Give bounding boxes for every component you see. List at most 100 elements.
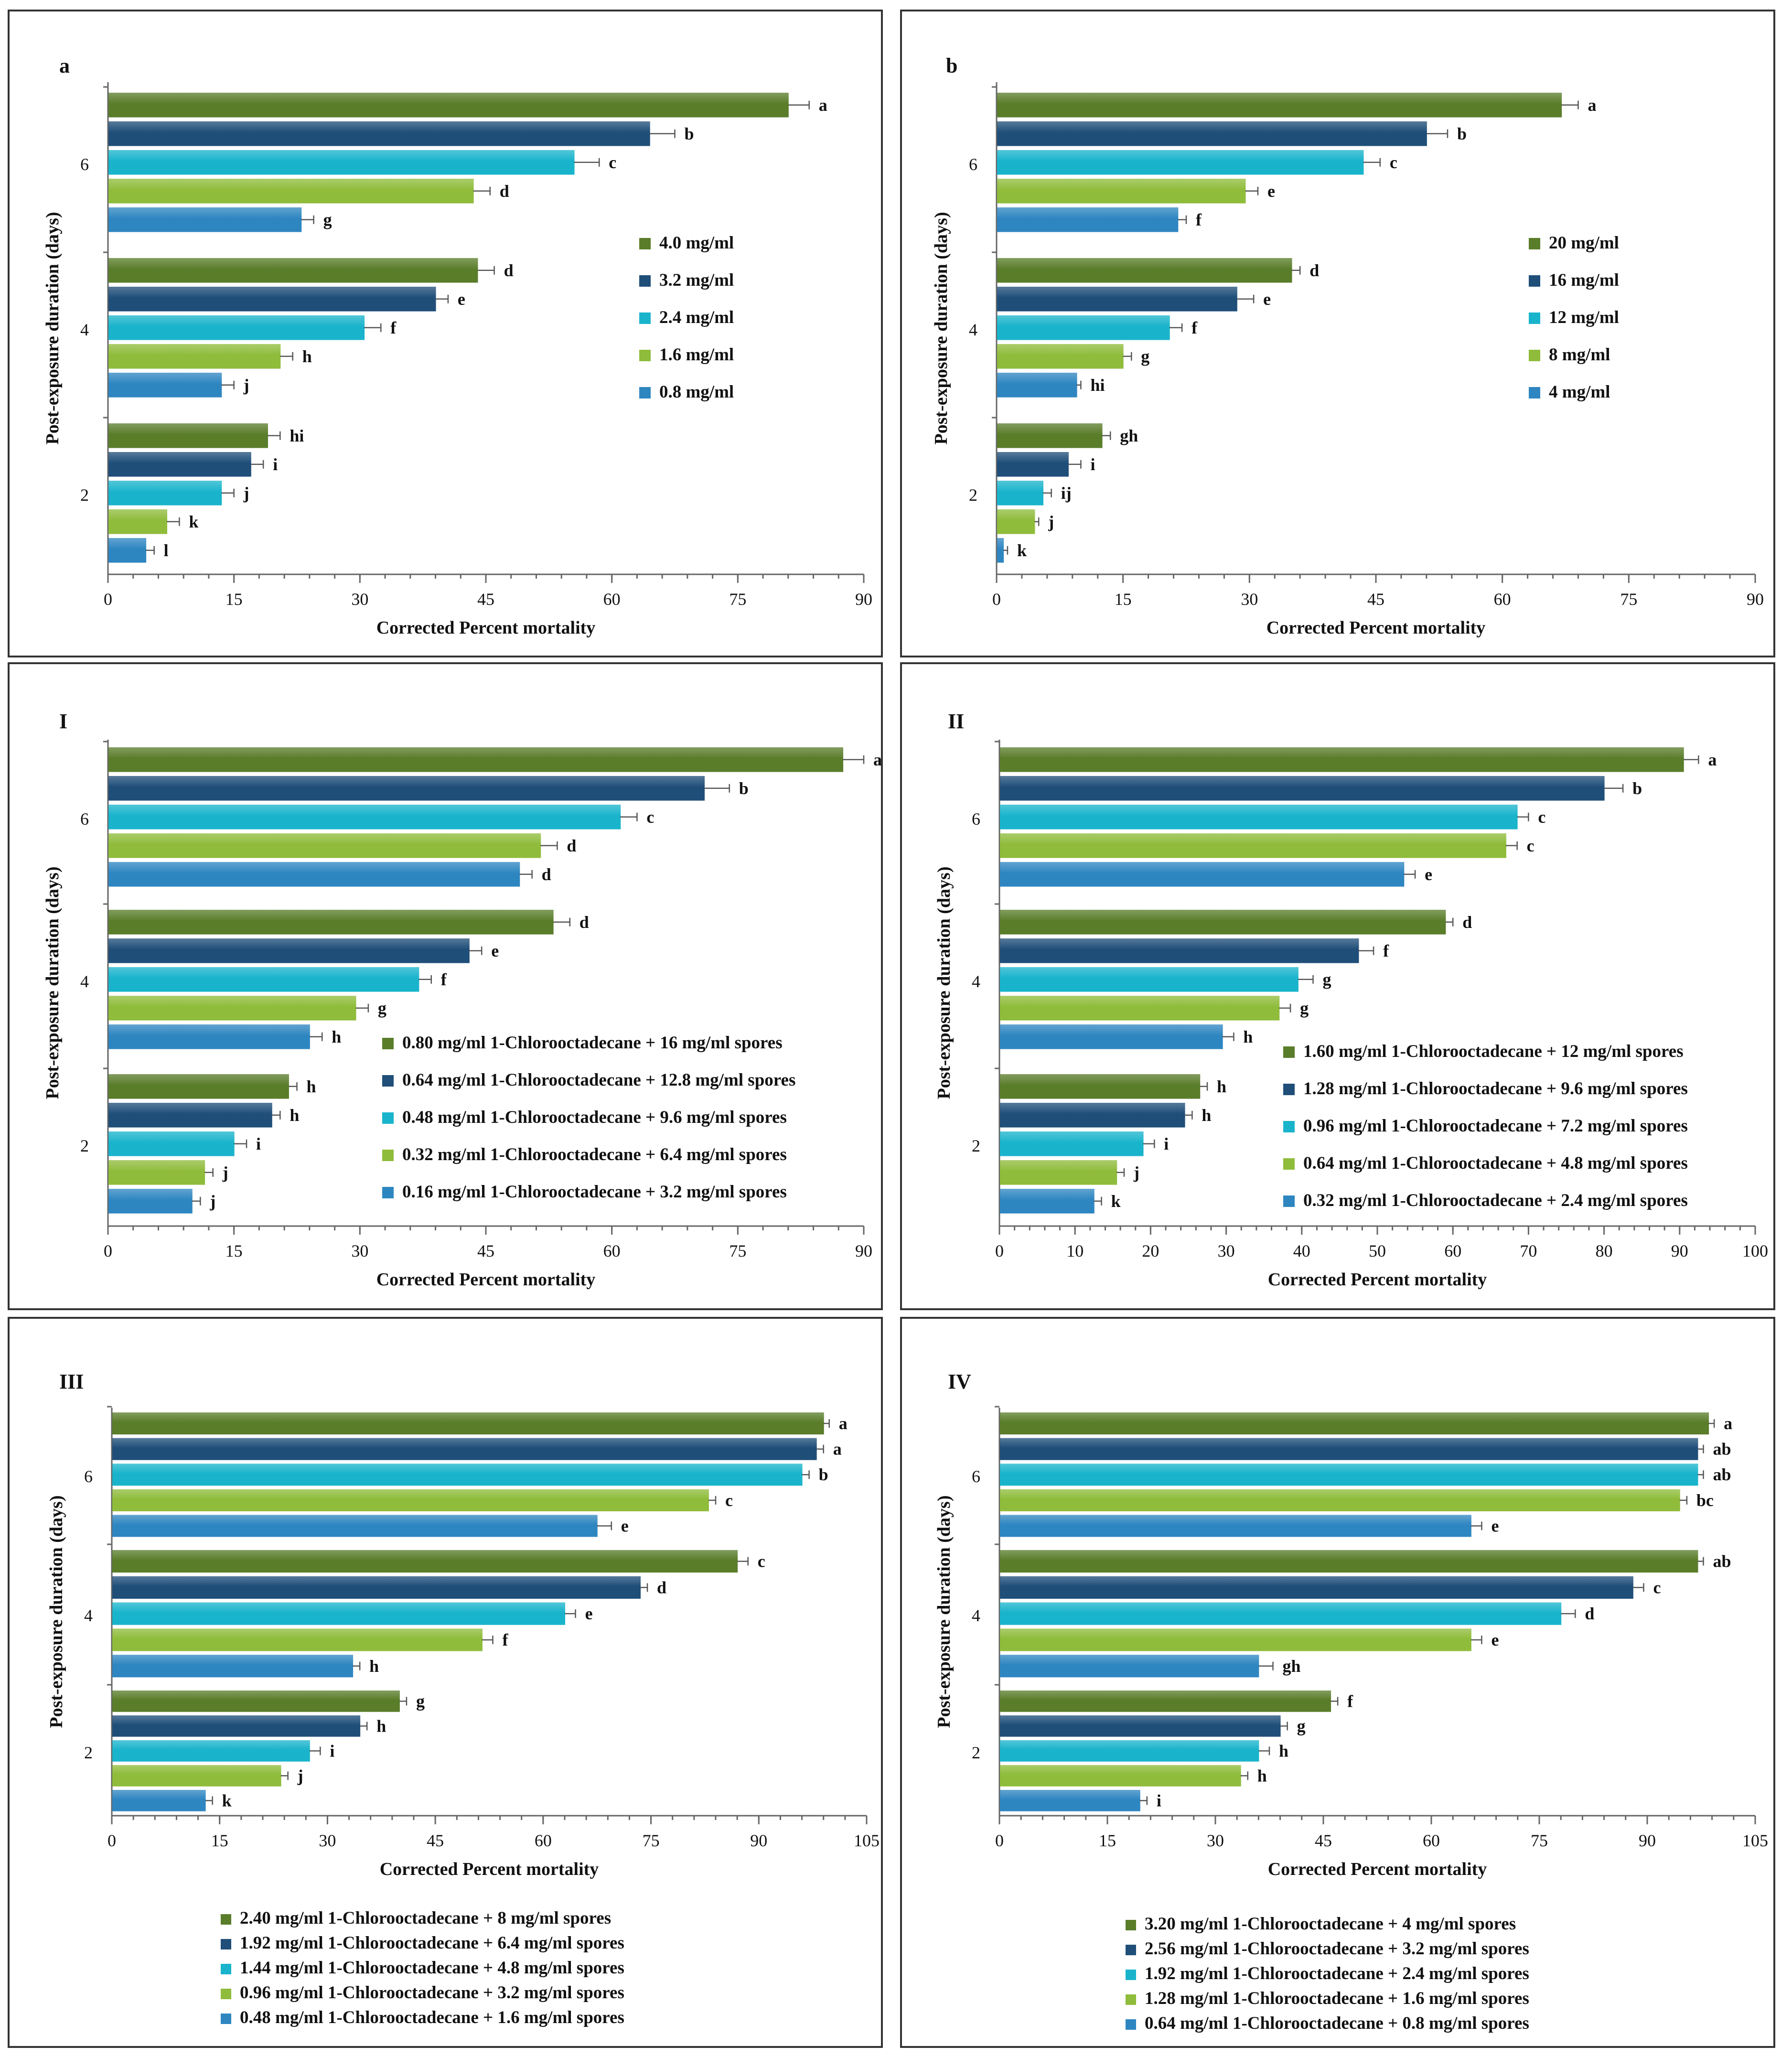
bar — [1000, 1715, 1281, 1737]
legend-label: 2.4 mg/ml — [659, 308, 734, 327]
y-axis-title: Post-exposure duration (days) — [43, 867, 63, 1099]
chart-panel-IV: IV 0 15 30 45 60 75 90 105 Corrected Percent mort… — [900, 1317, 1775, 2048]
significance-letter: a — [833, 1440, 842, 1459]
significance-letter: i — [1164, 1134, 1169, 1153]
bar — [1000, 1550, 1698, 1573]
chart-panel-II: II 0 10 20 30 40 50 60 70 80 90 100 Corrected Percen… — [900, 662, 1775, 1310]
bar — [997, 538, 1004, 563]
bar — [1000, 1131, 1144, 1156]
bar — [1000, 1024, 1223, 1049]
significance-letter: e — [585, 1604, 593, 1623]
bar — [108, 423, 268, 448]
bar — [997, 121, 1427, 146]
significance-letter: a — [873, 750, 882, 769]
significance-letter: c — [725, 1491, 733, 1510]
significance-letter: c — [1527, 836, 1534, 855]
bar — [1000, 1160, 1117, 1185]
legend-label: 1.92 mg/ml 1-Chlorooctadecane + 2.4 mg/m… — [1145, 1964, 1529, 1983]
bar — [1000, 967, 1298, 992]
legend-label: 3.20 mg/ml 1-Chlorooctadecane + 4 mg/ml … — [1145, 1914, 1516, 1934]
x-tick-label: 60 — [1444, 1241, 1461, 1260]
significance-letter: g — [378, 999, 386, 1018]
y-category-label: 4 — [972, 1606, 980, 1625]
bar — [1000, 1691, 1331, 1712]
significance-letter: ab — [1713, 1552, 1731, 1571]
bar — [997, 93, 1562, 118]
bar — [1000, 910, 1446, 935]
significance-letter: f — [441, 970, 447, 989]
x-tick-label: 75 — [729, 1241, 746, 1260]
significance-letter: c — [609, 153, 616, 172]
x-tick-label: 45 — [1367, 590, 1384, 609]
significance-letter: d — [1309, 261, 1319, 280]
x-tick-label: 15 — [211, 1831, 228, 1850]
bar — [997, 423, 1103, 448]
significance-letter: j — [297, 1766, 303, 1785]
x-tick-label: 90 — [1671, 1241, 1688, 1260]
legend-label: 4.0 mg/ml — [659, 233, 734, 253]
legend-label: 4 mg/ml — [1549, 382, 1610, 402]
legend-label: 1.44 mg/ml 1-Chlorooctadecane + 4.8 mg/m… — [240, 1958, 624, 1978]
bar — [1000, 1576, 1633, 1599]
bar — [997, 344, 1124, 369]
legend-swatch — [639, 275, 651, 287]
legend-swatch — [1529, 238, 1540, 249]
legend-label: 16 mg/ml — [1549, 270, 1619, 290]
legend-swatch — [221, 1914, 231, 1925]
legend-label: 0.96 mg/ml 1-Chlorooctadecane + 7.2 mg/m… — [1303, 1116, 1688, 1136]
y-category-label: 2 — [972, 1136, 980, 1155]
significance-letter: gh — [1120, 426, 1138, 445]
bar — [1000, 1103, 1185, 1128]
legend-label: 0.48 mg/ml 1-Chlorooctadecane + 9.6 mg/m… — [402, 1108, 787, 1127]
significance-letter: j — [243, 376, 249, 395]
x-tick-label: 45 — [427, 1831, 444, 1850]
significance-letter: f — [1196, 210, 1202, 229]
bar — [108, 452, 251, 477]
bar — [112, 1550, 738, 1573]
bar — [1000, 833, 1506, 858]
significance-letter: b — [1457, 124, 1467, 143]
legend: 3.20 mg/ml 1-Chlorooctadecane + 4 mg/ml … — [1126, 1914, 1529, 2033]
y-axis-title: Post-exposure duration (days) — [934, 1496, 954, 1728]
bar — [108, 747, 844, 772]
bar — [108, 862, 520, 887]
x-tick-label: 60 — [603, 1241, 621, 1260]
significance-letter: i — [1157, 1791, 1161, 1810]
bar — [112, 1628, 483, 1651]
significance-letter: c — [1390, 153, 1397, 172]
significance-letter: c — [758, 1552, 765, 1571]
bar — [112, 1715, 361, 1737]
significance-letter: g — [323, 210, 332, 229]
legend-swatch — [1529, 275, 1540, 287]
y-category-label: 6 — [80, 809, 89, 829]
significance-letter: g — [416, 1691, 425, 1711]
legend: 1.60 mg/ml 1-Chlorooctadecane + 12 mg/ml… — [1283, 1042, 1688, 1210]
y-category-label: 4 — [969, 320, 977, 339]
significance-letter: i — [256, 1134, 261, 1153]
x-tick-label: 30 — [1218, 1241, 1235, 1260]
significance-letter: f — [390, 318, 397, 337]
legend-label: 12 mg/ml — [1549, 308, 1619, 327]
significance-letter: d — [500, 182, 509, 201]
significance-letter: j — [209, 1192, 215, 1211]
legend-label: 1.28 mg/ml 1-Chlorooctadecane + 9.6 mg/m… — [1303, 1079, 1688, 1099]
legend-swatch — [1283, 1084, 1295, 1095]
legend-label: 0.64 mg/ml 1-Chlorooctadecane + 12.8 mg/… — [402, 1070, 795, 1090]
bar — [1000, 1464, 1698, 1486]
significance-letter: ab — [1713, 1440, 1731, 1459]
significance-letter: i — [330, 1741, 334, 1760]
bar — [108, 344, 281, 369]
bar — [108, 373, 222, 398]
legend-swatch — [639, 238, 651, 249]
bar — [1000, 1628, 1471, 1651]
legend-label: 1.60 mg/ml 1-Chlorooctadecane + 12 mg/ml… — [1303, 1042, 1684, 1061]
significance-letter: ab — [1713, 1465, 1731, 1484]
legend-swatch — [382, 1075, 394, 1087]
significance-letter: h — [376, 1716, 386, 1735]
legend-label: 0.32 mg/ml 1-Chlorooctadecane + 2.4 mg/m… — [1303, 1191, 1688, 1210]
x-tick-label: 50 — [1369, 1241, 1386, 1260]
bar — [108, 150, 575, 175]
x-tick-label: 0 — [992, 590, 1001, 609]
x-tick-label: 15 — [1115, 590, 1132, 609]
y-category-label: 2 — [80, 1136, 89, 1155]
